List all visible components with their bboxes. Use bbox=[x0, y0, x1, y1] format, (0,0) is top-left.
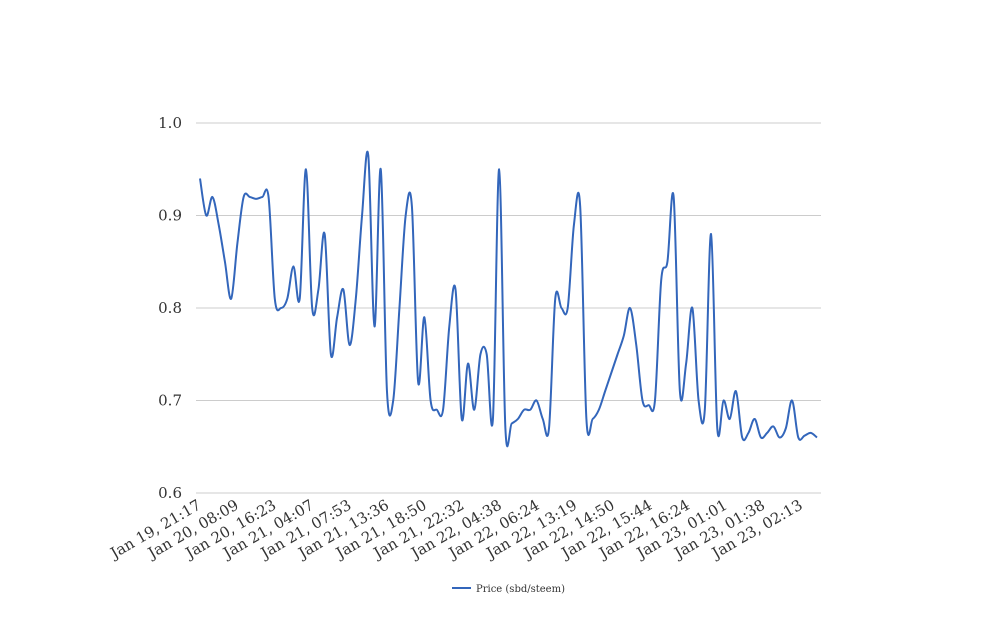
y-axis-ticks: 0.6 0.7 0.8 0.9 1.0 bbox=[158, 114, 182, 502]
legend-label: Price (sbd/steem) bbox=[476, 584, 565, 595]
series-layer bbox=[199, 150, 818, 448]
y-tick-label: 0.7 bbox=[158, 392, 182, 410]
y-tick-label: 1.0 bbox=[158, 114, 182, 132]
y-tick-label: 0.9 bbox=[158, 207, 182, 225]
series-line bbox=[199, 150, 818, 448]
legend: Price (sbd/steem) bbox=[452, 584, 565, 595]
y-tick-label: 0.8 bbox=[158, 299, 182, 317]
y-tick-label: 0.6 bbox=[158, 484, 182, 502]
